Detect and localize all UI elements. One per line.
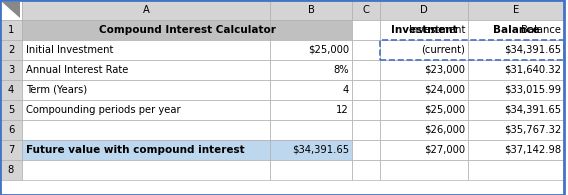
Bar bbox=[380, 120, 468, 140]
Text: $26,000: $26,000 bbox=[424, 125, 465, 135]
Bar bbox=[380, 40, 564, 60]
Text: B: B bbox=[307, 5, 315, 15]
Bar bbox=[468, 60, 564, 80]
Bar bbox=[352, 160, 380, 180]
Text: $25,000: $25,000 bbox=[308, 45, 349, 55]
Bar bbox=[468, 80, 564, 100]
Text: Balance: Balance bbox=[492, 25, 539, 35]
Text: $34,391.65: $34,391.65 bbox=[504, 45, 561, 55]
Bar bbox=[380, 20, 468, 40]
Bar bbox=[270, 0, 352, 20]
Bar bbox=[22, 160, 270, 180]
Bar bbox=[22, 100, 270, 120]
Bar bbox=[22, 60, 270, 80]
Bar bbox=[352, 0, 380, 20]
Bar bbox=[468, 100, 564, 120]
Text: 4: 4 bbox=[343, 85, 349, 95]
Bar bbox=[380, 140, 468, 160]
Text: Investment: Investment bbox=[391, 25, 457, 35]
Bar bbox=[270, 160, 352, 180]
Text: D: D bbox=[420, 5, 428, 15]
Bar bbox=[270, 40, 352, 60]
Bar bbox=[380, 40, 468, 60]
Bar bbox=[270, 140, 352, 160]
Text: Investment: Investment bbox=[408, 25, 465, 35]
Bar bbox=[22, 140, 270, 160]
Text: Initial Investment: Initial Investment bbox=[26, 45, 114, 55]
Bar bbox=[270, 80, 352, 100]
Text: Future value with compound interest: Future value with compound interest bbox=[26, 145, 245, 155]
Bar bbox=[270, 120, 352, 140]
Text: $24,000: $24,000 bbox=[424, 85, 465, 95]
Text: Annual Interest Rate: Annual Interest Rate bbox=[26, 65, 128, 75]
Text: Compounding periods per year: Compounding periods per year bbox=[26, 105, 181, 115]
Bar bbox=[0, 80, 22, 100]
Bar bbox=[380, 100, 468, 120]
Text: $31,640.32: $31,640.32 bbox=[504, 65, 561, 75]
Text: $25,000: $25,000 bbox=[424, 105, 465, 115]
Text: 1: 1 bbox=[8, 25, 14, 35]
Text: 4: 4 bbox=[8, 85, 14, 95]
Text: Compound Interest Calculator: Compound Interest Calculator bbox=[99, 25, 275, 35]
Text: 12: 12 bbox=[336, 105, 349, 115]
Bar bbox=[270, 60, 352, 80]
Bar bbox=[0, 140, 22, 160]
Bar bbox=[22, 120, 270, 140]
Bar bbox=[352, 140, 380, 160]
Text: $37,142.98: $37,142.98 bbox=[504, 145, 561, 155]
Text: $33,015.99: $33,015.99 bbox=[504, 85, 561, 95]
Polygon shape bbox=[2, 2, 20, 18]
Bar bbox=[270, 100, 352, 120]
Bar bbox=[0, 100, 22, 120]
Text: $34,391.65: $34,391.65 bbox=[292, 145, 349, 155]
Text: A: A bbox=[143, 5, 149, 15]
Text: 7: 7 bbox=[8, 145, 14, 155]
Bar bbox=[468, 40, 564, 60]
Bar bbox=[468, 160, 564, 180]
Bar bbox=[380, 0, 468, 20]
Text: $35,767.32: $35,767.32 bbox=[504, 125, 561, 135]
Bar bbox=[0, 40, 22, 60]
Text: 3: 3 bbox=[8, 65, 14, 75]
Bar bbox=[352, 40, 380, 60]
Bar bbox=[352, 100, 380, 120]
Bar bbox=[22, 40, 270, 60]
Bar bbox=[0, 60, 22, 80]
Text: 6: 6 bbox=[8, 125, 14, 135]
Bar bbox=[352, 20, 380, 40]
Bar bbox=[352, 120, 380, 140]
Text: C: C bbox=[362, 5, 369, 15]
Text: 8%: 8% bbox=[333, 65, 349, 75]
Bar bbox=[380, 160, 468, 180]
Bar bbox=[0, 20, 22, 40]
Bar bbox=[22, 20, 270, 40]
Text: 5: 5 bbox=[8, 105, 14, 115]
Bar bbox=[0, 0, 22, 20]
Text: $27,000: $27,000 bbox=[424, 145, 465, 155]
Bar bbox=[468, 120, 564, 140]
Text: $23,000: $23,000 bbox=[424, 65, 465, 75]
Bar bbox=[468, 0, 564, 20]
Text: E: E bbox=[513, 5, 519, 15]
Bar bbox=[0, 160, 22, 180]
Bar bbox=[352, 80, 380, 100]
Bar bbox=[352, 60, 380, 80]
Bar bbox=[22, 80, 270, 100]
Text: 2: 2 bbox=[8, 45, 14, 55]
Bar bbox=[380, 80, 468, 100]
Text: (current): (current) bbox=[421, 45, 465, 55]
Text: 8: 8 bbox=[8, 165, 14, 175]
Text: Balance: Balance bbox=[521, 25, 561, 35]
Bar bbox=[380, 60, 468, 80]
Text: $34,391.65: $34,391.65 bbox=[504, 105, 561, 115]
Bar bbox=[468, 20, 564, 40]
Bar bbox=[468, 140, 564, 160]
Bar bbox=[0, 120, 22, 140]
Text: Term (Years): Term (Years) bbox=[26, 85, 87, 95]
Bar bbox=[270, 20, 352, 40]
Bar bbox=[22, 0, 270, 20]
